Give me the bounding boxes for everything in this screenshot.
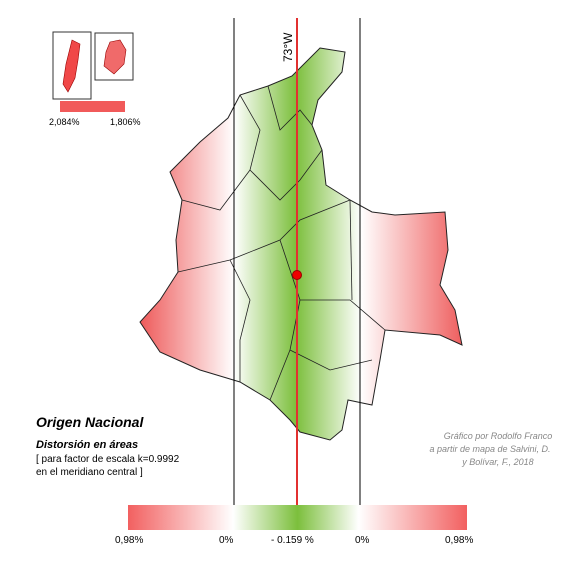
origin-point (292, 270, 302, 280)
inset-label: 1,806% (110, 117, 141, 127)
colorbar-label: 0,98% (115, 535, 143, 546)
inset-island (62, 39, 81, 93)
colorbar-label: 0% (219, 535, 234, 546)
note: en el meridiano central ] (36, 467, 143, 478)
inset-label: 2,084% (49, 117, 80, 127)
title: Origen Nacional (36, 414, 144, 430)
colorbar-label: - 0.159 % (271, 535, 314, 546)
meridian-label: 73°W (281, 32, 295, 62)
colorbar-label: 0% (355, 535, 370, 546)
subtitle: Distorsión en áreas (36, 439, 138, 451)
credit: a partir de mapa de Salvini, D. (429, 444, 550, 454)
note: [ para factor de escala k=0.9992 (36, 454, 180, 465)
colorbar-label: 0,98% (445, 535, 473, 546)
country-shape (139, 47, 463, 441)
credit: y Bolívar, F., 2018 (461, 457, 533, 467)
department-borders (177, 85, 386, 401)
inset-colorbar (60, 101, 125, 112)
credit: Gráfico por Rodolfo Franco (444, 431, 553, 441)
inset-island (103, 39, 127, 75)
colorbar (128, 505, 467, 530)
